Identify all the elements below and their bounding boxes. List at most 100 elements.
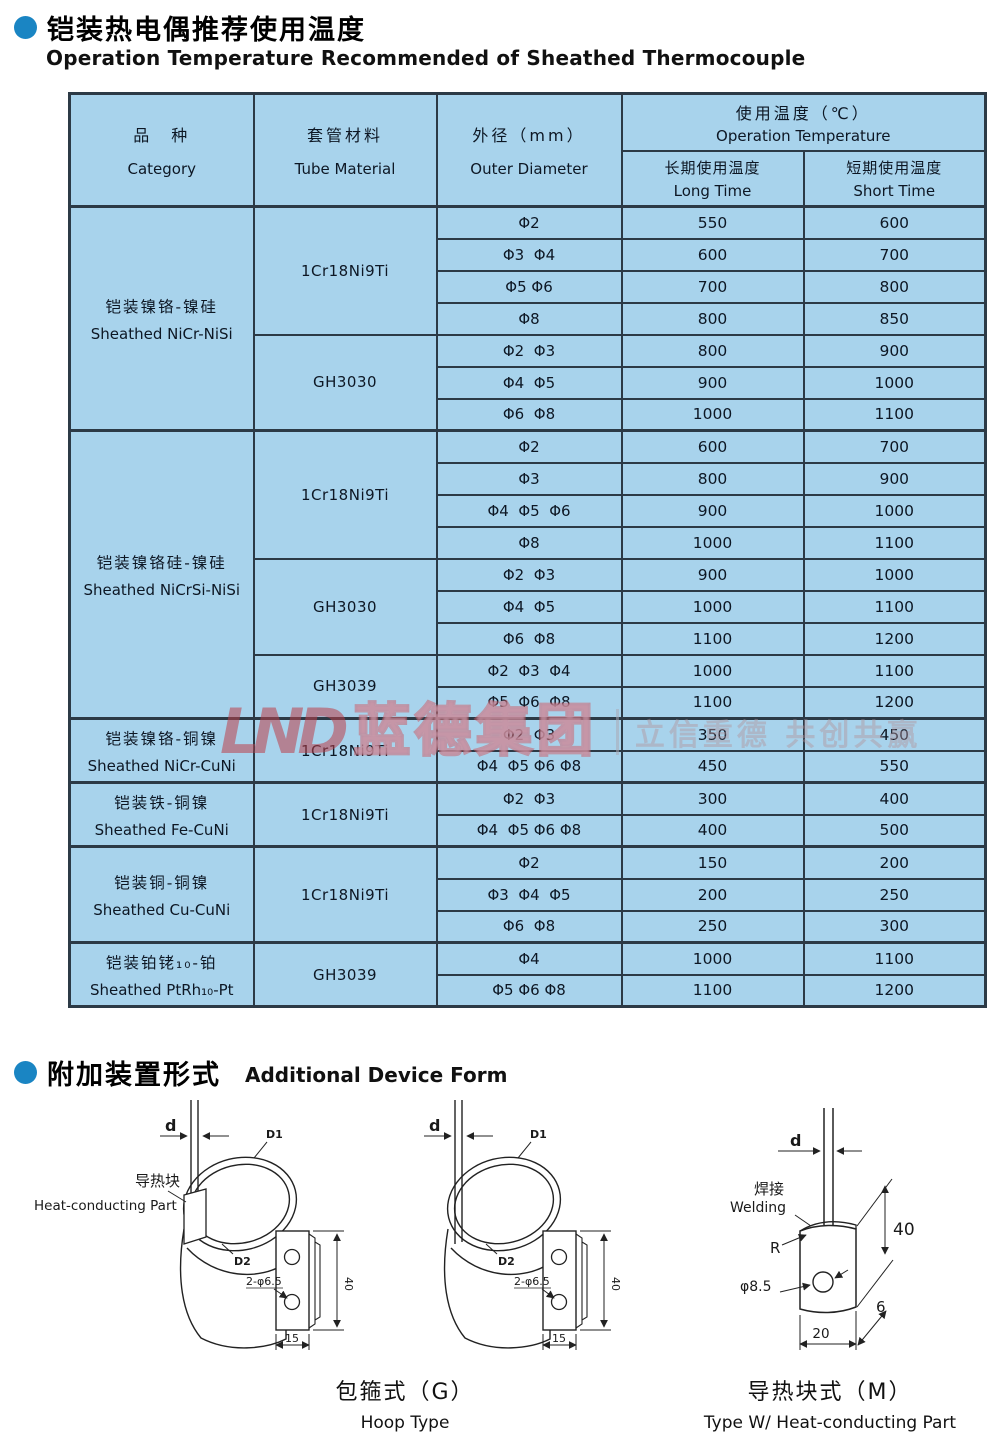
col-header-category: 品 种 Category <box>68 92 255 208</box>
caption-block-zh: 导热块式（M） <box>747 1380 913 1405</box>
diagram-heat-block-type: d 焊接 Welding R φ8.5 40 20 6 <box>730 1108 915 1350</box>
long-cell: 300 <box>620 781 805 816</box>
caption-hoop-type: 包箍式（G） Hoop Type <box>250 1374 560 1433</box>
label-d: d <box>429 1116 440 1135</box>
header-row-2: 长期使用温度 Long Time 短期使用温度 Short Time <box>70 149 987 208</box>
bullet-icon <box>14 1061 37 1084</box>
plate-hole-bottom <box>283 1293 301 1311</box>
col-header-long-zh: 长期使用温度 <box>664 158 761 177</box>
col-header-category-en: Category <box>127 160 197 178</box>
table-row: GH3030 Φ2 Φ3 800 900 <box>70 333 987 432</box>
main-title: 铠装热电偶推荐使用温度 <box>14 8 366 47</box>
short-cell: 1100 <box>802 941 987 976</box>
label-d2: D2 <box>234 1255 251 1268</box>
table-row: 铠装铜-铜镍 Sheathed Cu-CuNi 1Cr18Ni9Ti Φ2 150 200 <box>68 845 987 944</box>
col-header-short-zh: 短期使用温度 <box>846 158 943 177</box>
short-cell: 1100 <box>802 653 987 688</box>
table-row: Φ4 Φ5 Φ6 Φ8 450 550 <box>70 749 987 784</box>
table-row: Φ3 800 900 <box>70 461 987 496</box>
long-cell: 150 <box>620 845 805 880</box>
od-cell: Φ2 Φ3 <box>435 333 623 368</box>
table-row: Φ5 Φ6 Φ8 1100 1200 <box>70 685 987 720</box>
long-cell: 250 <box>620 909 805 944</box>
table-row: GH3039 Φ2 Φ3 Φ4 1000 1100 <box>70 653 987 720</box>
plate-hole-top <box>283 1248 301 1266</box>
od-cell: Φ4 Φ5 <box>435 589 623 624</box>
col-header-outer-diameter: 外径（mm） Outer Diameter <box>435 92 623 208</box>
od-cell: Φ5 Φ6 Φ8 <box>435 973 623 1008</box>
category-cell: 铠装铜-铜镍 Sheathed Cu-CuNi <box>68 845 255 944</box>
material-cell: 1Cr18Ni9Ti <box>252 429 438 560</box>
mounting-plate <box>275 1230 310 1331</box>
col-header-long-time: 长期使用温度 Long Time <box>620 149 805 208</box>
diagram-hoop-with-heat-part: d D1 D2 导热块 Heat-conducting Part 40 2-φ6… <box>34 1100 355 1350</box>
short-cell: 1100 <box>802 589 987 624</box>
short-cell: 900 <box>802 461 987 496</box>
temperature-table-grid: 品 种 Category 套管材料 Tube Material 外径（mm） O… <box>68 92 987 1008</box>
col-header-tube-en: Tube Material <box>294 160 396 178</box>
long-cell: 900 <box>620 557 805 592</box>
od-cell: Φ2 Φ3 <box>435 717 623 752</box>
od-cell: Φ4 <box>435 941 623 976</box>
col-header-od-en: Outer Diameter <box>470 160 588 178</box>
short-cell: 1200 <box>802 973 987 1008</box>
label-dim-6: 6 <box>876 1298 886 1316</box>
section2-title: 附加装置形式 Additional Device Form <box>14 1053 507 1092</box>
long-cell: 900 <box>620 493 805 528</box>
short-cell: 450 <box>802 717 987 752</box>
long-cell: 600 <box>620 237 805 272</box>
short-cell: 900 <box>802 333 987 368</box>
label-dim-40: 40 <box>609 1277 622 1291</box>
od-cell: Φ6 Φ8 <box>435 397 623 432</box>
col-header-short-en: Short Time <box>853 181 936 200</box>
long-cell: 1100 <box>620 621 805 656</box>
od-cell: Φ2 Φ3 <box>435 557 623 592</box>
label-heat-part-zh: 导热块 <box>135 1172 180 1190</box>
hoop-body <box>179 1228 287 1349</box>
od-cell: Φ2 <box>435 429 623 464</box>
label-dim-20: 20 <box>812 1326 829 1342</box>
short-cell: 700 <box>802 429 987 464</box>
diagram-hoop: d D1 D2 40 2-φ6.5 15 <box>424 1100 622 1350</box>
label-heat-part-en: Heat-conducting Part <box>34 1198 177 1214</box>
short-cell: 1000 <box>802 365 987 400</box>
page-title-en: Operation Temperature Recommended of She… <box>46 46 806 70</box>
short-cell: 800 <box>802 269 987 304</box>
table-row: Φ4 Φ5 900 1000 <box>70 365 987 400</box>
label-d1: D1 <box>530 1128 547 1141</box>
table-row: Φ6 Φ8 1100 1200 <box>70 621 987 656</box>
label-dim-15: 15 <box>552 1332 566 1345</box>
od-cell: Φ2 Φ3 Φ4 <box>435 653 623 688</box>
long-cell: 600 <box>620 429 805 464</box>
block-hole <box>812 1271 834 1293</box>
long-cell: 1000 <box>620 525 805 560</box>
col-header-tube-zh: 套管材料 <box>306 126 383 145</box>
col-header-operation-temperature: 使用温度（℃） Operation Temperature <box>620 92 987 152</box>
hoop-mouth-outer <box>446 1156 562 1252</box>
section2-title-en: Additional Device Form <box>245 1062 508 1087</box>
long-cell: 800 <box>620 301 805 336</box>
label-dim-40: 40 <box>342 1277 355 1291</box>
material-cell: 1Cr18Ni9Ti <box>252 717 438 784</box>
long-cell: 800 <box>620 461 805 496</box>
table-row: 铠装铁-铜镍 Sheathed Fe-CuNi 1Cr18Ni9Ti Φ2 Φ3 300… <box>68 781 987 848</box>
bracket-edges <box>575 1233 588 1329</box>
short-cell: 200 <box>802 845 987 880</box>
caption-hoop-zh: 包箍式（G） <box>335 1380 475 1405</box>
long-cell: 450 <box>620 749 805 784</box>
table-row: Φ6 Φ8 1000 1100 <box>70 397 987 432</box>
table-row: Φ5 Φ6 Φ8 1100 1200 <box>70 973 987 1008</box>
material-cell: GH3030 <box>252 557 438 656</box>
thermocouple-rod <box>823 1108 834 1225</box>
col-header-long-en: Long Time <box>673 181 752 200</box>
label-dim-15: 15 <box>285 1332 299 1345</box>
short-cell: 300 <box>802 909 987 944</box>
bullet-icon <box>14 16 37 39</box>
col-header-category-zh: 品 种 <box>133 126 191 145</box>
label-welding-zh: 焊接 <box>754 1180 784 1198</box>
short-cell: 700 <box>802 237 987 272</box>
od-cell: Φ4 Φ5 Φ6 <box>435 493 623 528</box>
long-cell: 1100 <box>620 685 805 720</box>
table-row: 铠装镍铬-铜镍 Sheathed NiCr-CuNi 1Cr18Ni9Ti Φ2 Φ3… <box>68 717 987 784</box>
plate-hole-top <box>550 1248 568 1266</box>
